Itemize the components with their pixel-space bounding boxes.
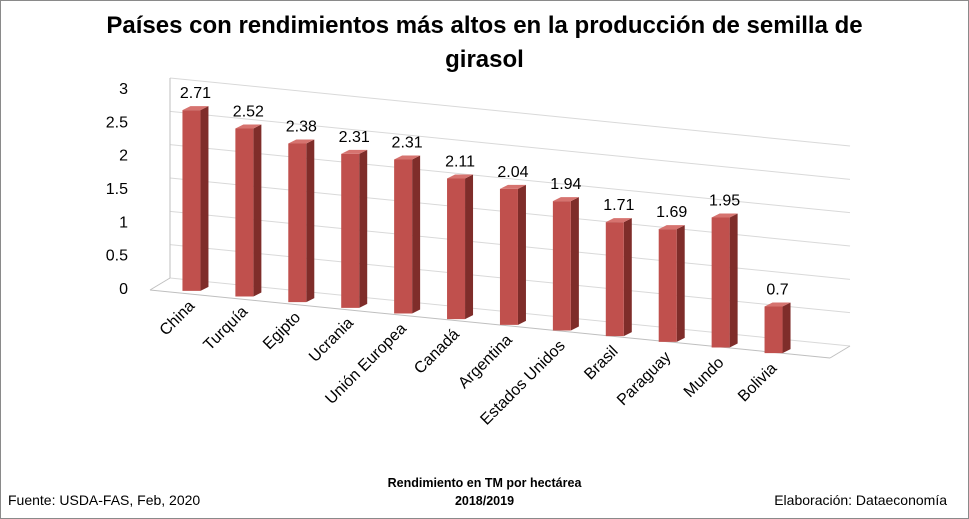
y-tick-label: 3: [119, 81, 128, 98]
category-label: Egipto: [260, 309, 304, 353]
y-axis-ticks: 0 0.5 1 1.5 2 2.5 3: [106, 81, 128, 298]
bar: [658, 225, 685, 342]
y-tick-label: 2: [119, 148, 128, 165]
bar: [447, 174, 474, 320]
category-label: Bolivia: [735, 360, 780, 405]
data-label: 1.69: [656, 204, 687, 221]
bar: [394, 155, 421, 314]
data-label: 2.11: [445, 154, 475, 171]
bar: [711, 213, 738, 348]
bar: [235, 124, 262, 297]
gridline: [169, 110, 851, 180]
y-tick-label: 2.5: [106, 114, 128, 131]
data-label: 1.94: [550, 176, 581, 193]
credit-note: Elaboración: Dataeconomía: [774, 492, 947, 508]
x-axis-label-line2: 2018/2019: [454, 494, 515, 508]
bars: [182, 106, 791, 354]
bar: [341, 149, 368, 308]
category-label: Paraguay: [614, 349, 674, 409]
category-label: Argentina: [455, 332, 516, 393]
data-labels: 2.71 2.52 2.38 2.31 2.31 2.11 2.04 1.94 1.71 1.69…: [180, 85, 789, 298]
gridline: [169, 77, 851, 147]
category-label: Brasil: [581, 343, 621, 383]
bar: [288, 139, 315, 303]
chart-title-line2: girasol: [445, 46, 524, 73]
y-tick-label: 1: [119, 214, 128, 231]
y-tick-label: 1.5: [106, 181, 128, 198]
bar: [499, 184, 526, 325]
data-label: 2.71: [180, 85, 211, 102]
y-tick-label: 0: [119, 281, 128, 298]
category-label: Ucrania: [306, 315, 357, 366]
data-label: 1.71: [603, 197, 634, 214]
gridline: [169, 144, 851, 214]
category-label: China: [157, 298, 199, 340]
bar: [182, 106, 209, 291]
bar: [552, 197, 579, 331]
y-tick-label: 0.5: [106, 248, 128, 265]
chart-title-line1: Países con rendimientos más altos en la …: [106, 12, 863, 39]
data-label: 2.31: [339, 129, 370, 146]
data-label: 2.31: [392, 135, 423, 152]
category-label: Turquía: [201, 303, 252, 354]
data-label: 2.52: [233, 104, 264, 121]
data-label: 1.95: [709, 193, 740, 210]
x-axis-label-line1: Rendimiento en TM por hectárea: [387, 476, 582, 490]
floor-edge: [829, 345, 851, 359]
category-label: Mundo: [681, 354, 728, 401]
data-label: 0.7: [766, 282, 788, 299]
source-note: Fuente: USDA-FAS, Feb, 2020: [8, 492, 201, 508]
floor-edge: [149, 277, 171, 291]
bar: [764, 302, 791, 354]
bar: [605, 218, 632, 337]
category-label: Canadá: [411, 326, 463, 378]
data-label: 2.04: [497, 164, 528, 181]
data-label: 2.38: [286, 119, 317, 136]
